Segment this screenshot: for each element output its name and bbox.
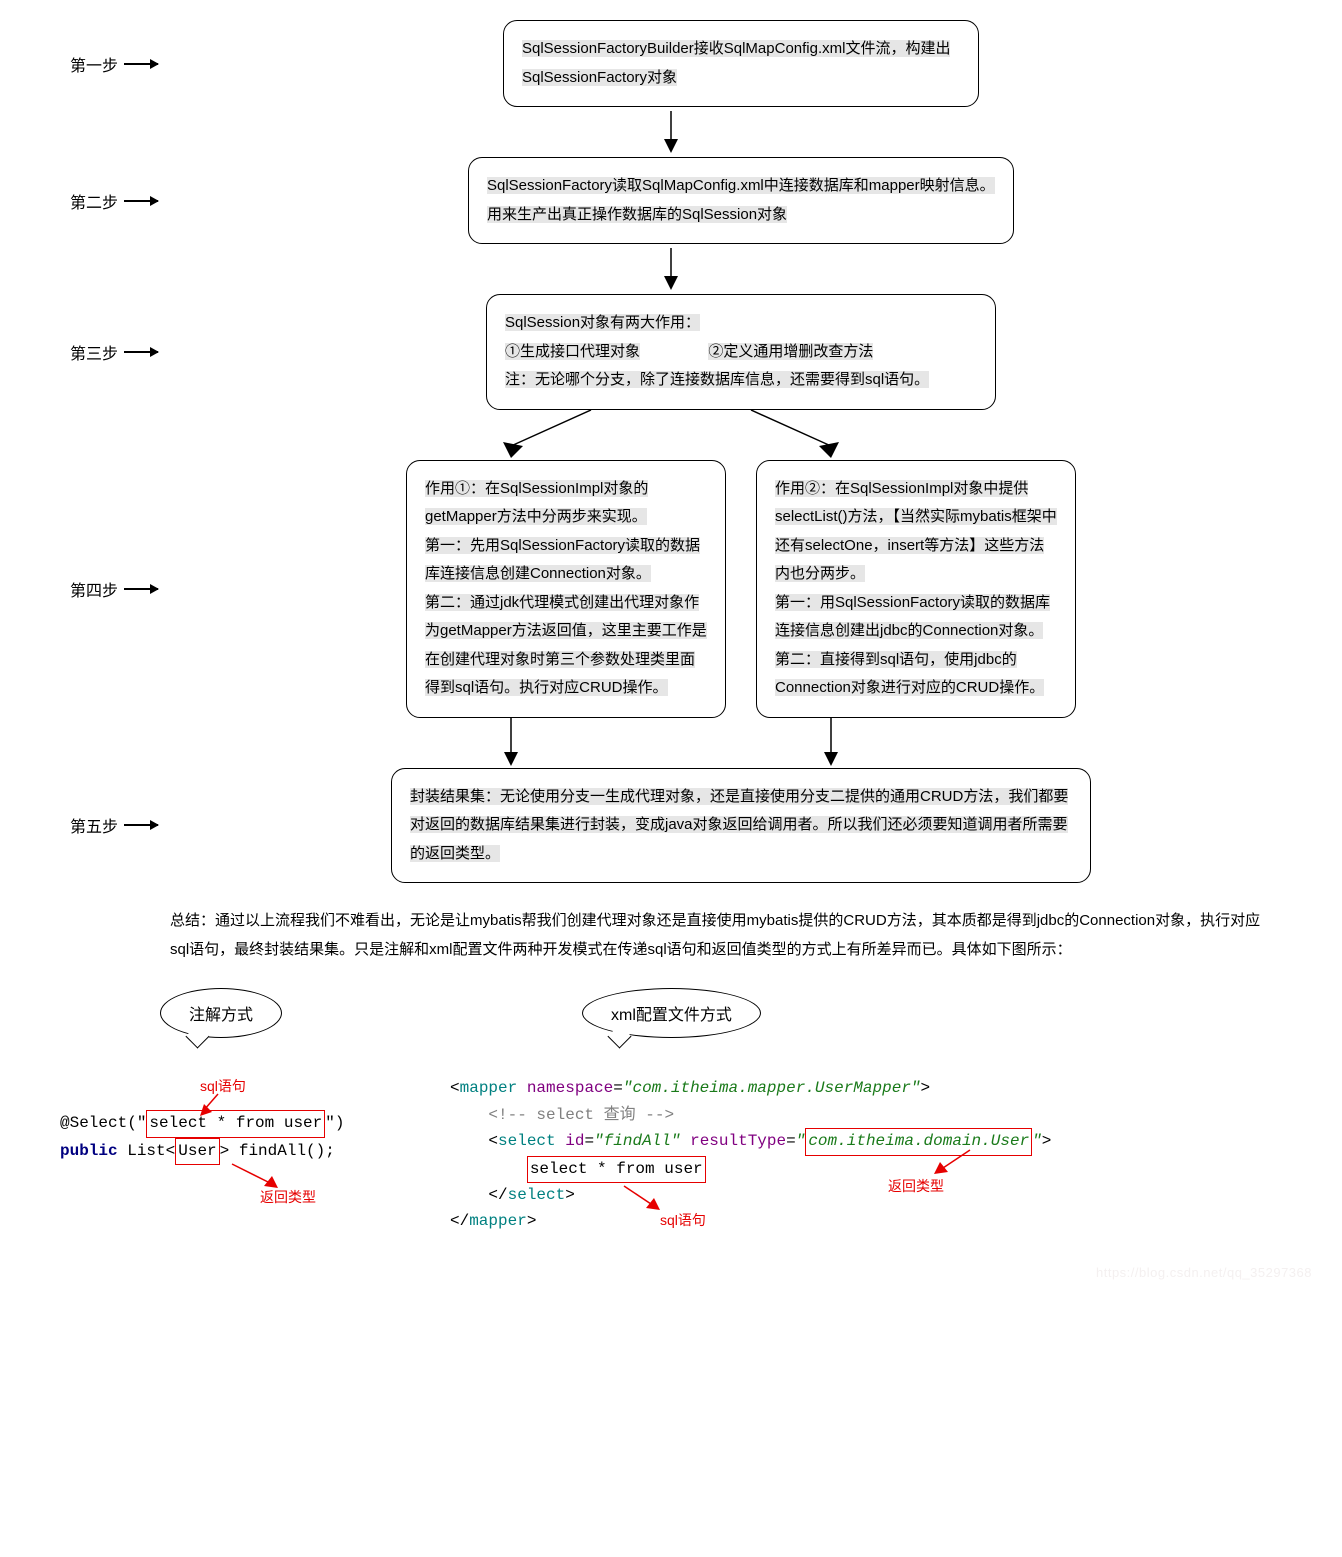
anno-prefix: @Select(" xyxy=(60,1114,146,1132)
step-1-box: SqlSessionFactoryBuilder接收SqlMapConfig.x… xyxy=(503,20,979,107)
annotation-example: sql语句 @Select("select * from user") publ… xyxy=(60,1076,390,1235)
step-4-label-text: 第四步 xyxy=(70,577,118,601)
step-arrow-icon xyxy=(124,200,158,202)
step-4-left-text: 作用①：在SqlSessionImpl对象的getMapper方法中分两步来实现… xyxy=(425,480,707,697)
step-1-label: 第一步 xyxy=(30,52,170,76)
xml-mapper: mapper xyxy=(460,1079,518,1097)
step-3-label: 第三步 xyxy=(30,340,170,364)
annotation-code: @Select("select * from user") public Lis… xyxy=(60,1110,390,1165)
step-1-row: 第一步 SqlSessionFactoryBuilder接收SqlMapConf… xyxy=(30,20,1312,107)
step-5-label: 第五步 xyxy=(30,813,170,837)
step-4-right-box: 作用②：在SqlSessionImpl对象中提供selectList()方法，【… xyxy=(756,460,1076,718)
summary-text: 总结：通过以上流程我们不难看出，无论是让mybatis帮我们创建代理对象还是直接… xyxy=(170,907,1272,964)
step-arrow-icon xyxy=(124,588,158,590)
step-arrow-icon xyxy=(124,63,158,65)
red-arrow-icon xyxy=(228,1162,288,1192)
label-return-xml: 返回类型 xyxy=(888,1176,944,1196)
step-1-label-text: 第一步 xyxy=(70,52,118,76)
bubble-row: 注解方式 xml配置文件方式 xyxy=(160,988,1312,1056)
anno-method: findAll(); xyxy=(239,1142,335,1160)
step-4-row: 第四步 作用①：在SqlSessionImpl对象的getMapper方法中分两… xyxy=(30,460,1312,718)
xml-select-close: select xyxy=(508,1186,566,1204)
step-2-row: 第二步 SqlSessionFactory读取SqlMapConfig.xml中… xyxy=(30,157,1312,244)
branch-arrows xyxy=(30,410,1312,460)
bubble-xml: xml配置文件方式 xyxy=(582,988,761,1038)
anno-generic: User xyxy=(175,1138,219,1166)
xml-comment: <!-- select 查询 --> xyxy=(488,1106,674,1124)
step-3-row: 第三步 SqlSession对象有两大作用： ①生成接口代理对象 ②定义通用增删… xyxy=(30,294,1312,410)
watermark: https://blog.csdn.net/qq_35297368 xyxy=(30,1265,1312,1280)
examples: sql语句 @Select("select * from user") publ… xyxy=(60,1076,1312,1235)
step-5-text: 封装结果集：无论使用分支一生成代理对象，还是直接使用分支二提供的通用CRUD方法… xyxy=(410,788,1068,862)
step-2-label: 第二步 xyxy=(30,189,170,213)
step-1-text: SqlSessionFactoryBuilder接收SqlMapConfig.x… xyxy=(522,40,950,86)
step-3-box: SqlSession对象有两大作用： ①生成接口代理对象 ②定义通用增删改查方法… xyxy=(486,294,996,410)
arrow-2-3 xyxy=(30,248,1312,290)
step-5-label-text: 第五步 xyxy=(70,813,118,837)
step-3-line2b: ②定义通用增删改查方法 xyxy=(708,343,873,360)
xml-rt-attr: resultType xyxy=(690,1132,786,1150)
step-3-label-text: 第三步 xyxy=(70,340,118,364)
arrow-1-2 xyxy=(30,111,1312,153)
step-4-left-box: 作用①：在SqlSessionImpl对象的getMapper方法中分两步来实现… xyxy=(406,460,726,718)
step-5-box: 封装结果集：无论使用分支一生成代理对象，还是直接使用分支二提供的通用CRUD方法… xyxy=(391,768,1091,884)
xml-ns-val: com.itheima.mapper.UserMapper xyxy=(632,1079,910,1097)
step-2-text: SqlSessionFactory读取SqlMapConfig.xml中连接数据… xyxy=(487,177,995,223)
step-arrow-icon xyxy=(124,351,158,353)
step-2-box: SqlSessionFactory读取SqlMapConfig.xml中连接数据… xyxy=(468,157,1014,244)
xml-rt-val: com.itheima.domain.User xyxy=(805,1128,1032,1156)
anno-list: List xyxy=(127,1142,165,1160)
red-arrow-icon xyxy=(930,1148,980,1178)
xml-id-val: findAll xyxy=(604,1132,671,1150)
xml-code: <mapper namespace="com.itheima.mapper.Us… xyxy=(450,1076,1210,1235)
step-3-line1: SqlSession对象有两大作用： xyxy=(505,314,700,331)
bubble-annotation: 注解方式 xyxy=(160,988,282,1038)
anno-sql: select * from user xyxy=(146,1110,325,1138)
anno-suffix: ") xyxy=(325,1114,344,1132)
step-arrow-icon xyxy=(124,824,158,826)
step-4-label: 第四步 xyxy=(30,577,170,601)
step-2-label-text: 第二步 xyxy=(70,189,118,213)
xml-mapper-close: mapper xyxy=(469,1212,527,1230)
label-sql-xml: sql语句 xyxy=(660,1210,706,1230)
xml-id-attr: id xyxy=(565,1132,584,1150)
xml-example: <mapper namespace="com.itheima.mapper.Us… xyxy=(450,1076,1210,1235)
step-4-right-text: 作用②：在SqlSessionImpl对象中提供selectList()方法，【… xyxy=(775,480,1057,697)
xml-select: select xyxy=(498,1132,556,1150)
step-5-row: 第五步 封装结果集：无论使用分支一生成代理对象，还是直接使用分支二提供的通用CR… xyxy=(30,768,1312,884)
merge-arrows xyxy=(30,718,1312,768)
step-3-line2a: ①生成接口代理对象 xyxy=(505,343,640,360)
xml-sql: select * from user xyxy=(527,1156,706,1184)
xml-ns-attr: namespace xyxy=(527,1079,613,1097)
anno-public: public xyxy=(60,1142,118,1160)
step-3-line3: 注：无论哪个分支，除了连接数据库信息，还需要得到sql语句。 xyxy=(505,371,929,388)
